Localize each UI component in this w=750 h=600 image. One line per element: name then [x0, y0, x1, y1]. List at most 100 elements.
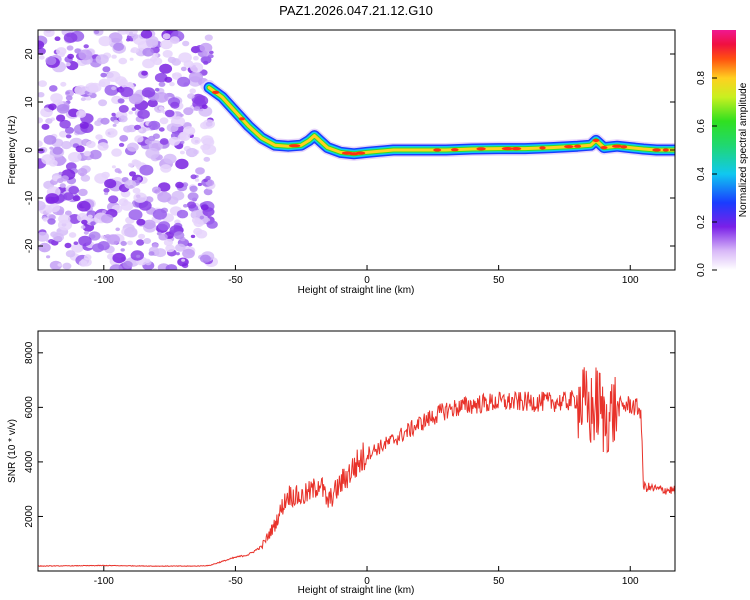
noise-speck	[162, 33, 171, 40]
noise-speck	[57, 219, 73, 231]
noise-speck	[137, 109, 150, 119]
noise-speck	[172, 73, 177, 77]
noise-speck	[144, 258, 151, 263]
noise-speck	[152, 208, 167, 220]
noise-speck	[68, 186, 80, 195]
spectrogram-y-ticks: -20 -10 0 10 20	[24, 48, 675, 253]
noise-speck	[202, 119, 215, 129]
noise-speck	[111, 165, 116, 169]
noise-speck	[187, 192, 199, 201]
ridge-hotspot	[238, 117, 246, 121]
figure-title: PAZ1.2026.047.21.12.G10	[279, 3, 433, 18]
noise-speck	[80, 225, 86, 229]
noise-speck	[159, 63, 173, 74]
noise-speck	[147, 99, 158, 108]
noise-speck	[65, 95, 73, 101]
colorbar-tick-label: 0.6	[696, 119, 707, 133]
ridge-hotspot	[600, 146, 608, 150]
noise-speck	[106, 71, 121, 82]
noise-speck	[64, 126, 75, 134]
noise-speck	[130, 49, 135, 53]
noise-speck	[166, 123, 179, 133]
noise-speck	[186, 201, 197, 209]
noise-speck	[85, 82, 98, 93]
ridge-hotspot	[574, 144, 582, 148]
noise-speck	[48, 159, 58, 167]
noise-speck	[158, 182, 171, 192]
noise-speck	[52, 232, 64, 242]
noise-speck	[203, 188, 213, 196]
noise-speck	[65, 250, 76, 258]
noise-speck	[200, 135, 214, 145]
noise-speck	[88, 231, 101, 241]
noise-speck	[87, 214, 93, 219]
snr-series-line	[38, 367, 675, 567]
noise-speck	[138, 200, 152, 211]
noise-speck	[131, 33, 139, 40]
noise-speck	[119, 78, 128, 86]
noise-speck	[127, 162, 134, 168]
snr-x-label: Height of straight line (km)	[298, 585, 415, 596]
noise-speck	[38, 40, 45, 50]
noise-speck	[136, 176, 142, 181]
noise-speck	[98, 81, 106, 87]
colorbar: 0.0 0.2 0.4 0.6 0.8 Normalized spectral ampl…	[696, 30, 749, 277]
noise-speck	[56, 209, 64, 216]
noise-speck	[118, 57, 128, 65]
noise-speck	[78, 188, 88, 197]
noise-speck	[68, 152, 82, 163]
noise-speck	[38, 55, 45, 60]
noise-speck	[41, 123, 50, 130]
noise-speck	[208, 50, 214, 55]
noise-speck	[95, 54, 109, 65]
noise-speck	[48, 103, 57, 111]
ridge-hotspot	[592, 138, 600, 142]
noise-speck	[141, 70, 148, 76]
noise-speck	[104, 84, 119, 96]
noise-speck	[164, 76, 173, 83]
ridge-hotspot	[501, 147, 514, 151]
snr-x-tick-label: -100	[94, 576, 114, 587]
noise-speck	[182, 40, 190, 47]
noise-speck	[98, 36, 112, 47]
noise-speck	[129, 57, 134, 61]
snr-x-tick-label: 50	[493, 576, 505, 587]
noise-speck	[68, 232, 77, 238]
colorbar-scale	[712, 30, 736, 270]
noise-speck	[185, 147, 198, 158]
noise-speck	[71, 243, 84, 253]
noise-speck	[57, 178, 64, 184]
noise-speck	[111, 54, 117, 59]
noise-speck	[169, 36, 180, 45]
noise-speck	[199, 254, 211, 263]
snr-y-tick-label: 8000	[24, 341, 35, 364]
noise-speck	[180, 140, 185, 144]
noise-speck	[38, 92, 45, 98]
noise-speck	[168, 136, 181, 146]
noise-speck	[203, 60, 209, 65]
noise-speck	[54, 36, 61, 41]
noise-speck	[148, 120, 161, 130]
noise-speck	[193, 227, 203, 236]
ridge-hotspot	[662, 148, 669, 152]
noise-speck	[80, 97, 86, 102]
noise-speck	[183, 107, 194, 116]
noise-speck	[120, 86, 134, 98]
noise-speck	[66, 45, 74, 51]
spectrogram-y-tick-label: 10	[24, 96, 35, 108]
noise-speck	[150, 56, 157, 63]
noise-speck	[154, 72, 168, 83]
noise-speck	[56, 158, 62, 163]
noise-speck	[56, 104, 70, 114]
noise-speck	[111, 148, 122, 157]
spectrogram-x-ticks: -100 -50 0 50 100	[94, 265, 639, 286]
noise-speck	[94, 120, 102, 127]
noise-speck	[134, 124, 141, 131]
noise-speck	[176, 209, 189, 219]
noise-speck	[97, 241, 110, 251]
noise-speck	[43, 135, 57, 145]
noise-speck	[187, 93, 195, 99]
noise-speck	[177, 257, 189, 267]
